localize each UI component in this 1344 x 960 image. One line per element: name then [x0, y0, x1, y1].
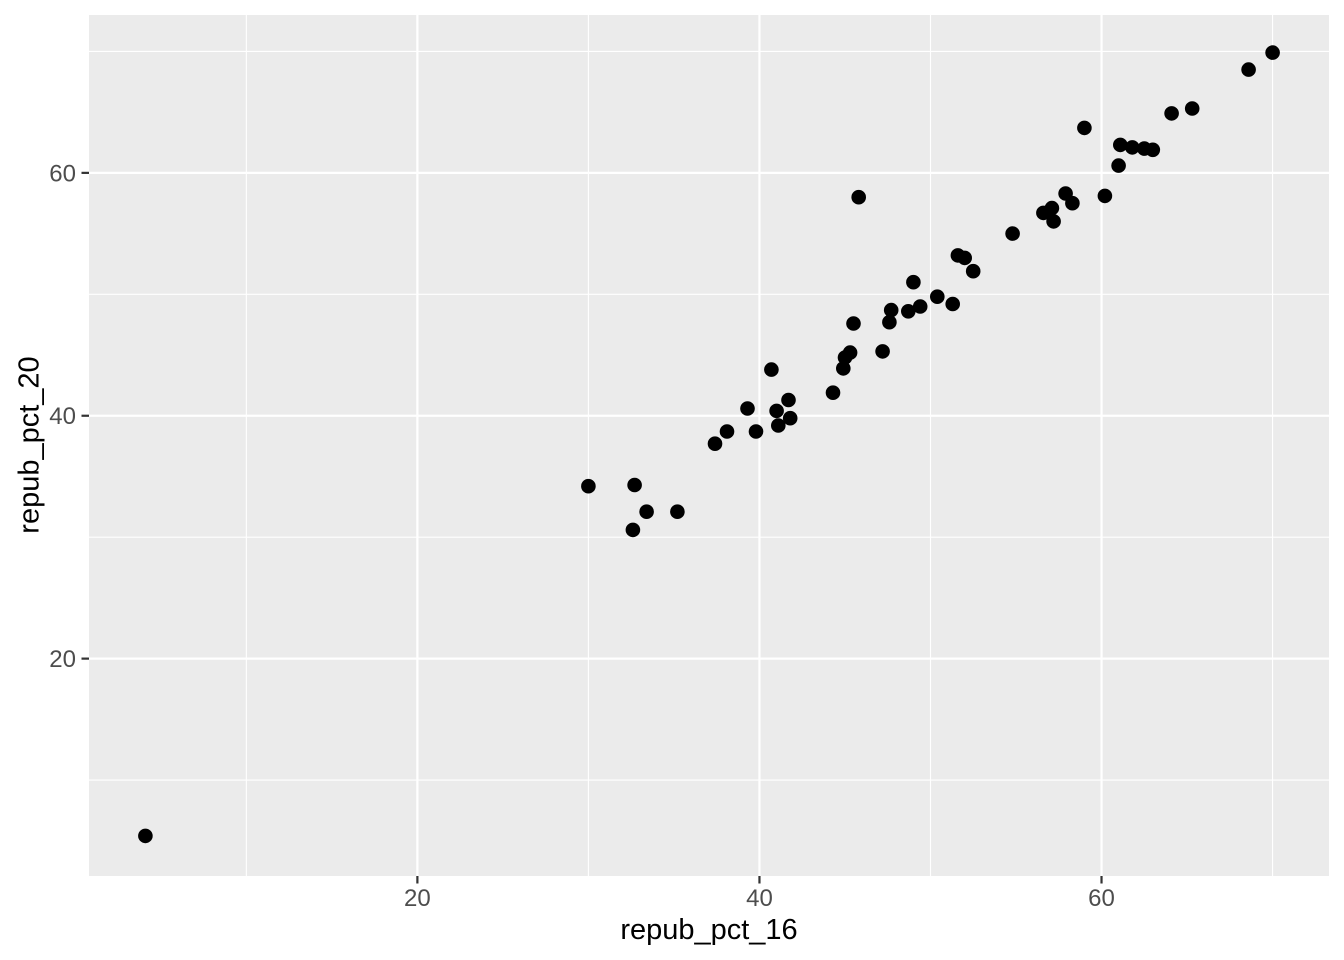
data-point — [782, 410, 798, 426]
data-point — [1164, 106, 1179, 121]
data-point — [965, 263, 981, 279]
data-point — [883, 302, 899, 318]
data-point — [1097, 188, 1113, 204]
y-axis-title: repub_pct_20 — [13, 356, 46, 534]
data-point — [769, 403, 784, 419]
data-point — [912, 299, 928, 314]
data-point — [1005, 226, 1020, 241]
data-point — [639, 504, 654, 519]
data-point — [1265, 45, 1280, 60]
data-point — [1077, 120, 1092, 136]
data-point — [882, 314, 897, 330]
data-point — [851, 189, 866, 205]
data-point — [1145, 142, 1161, 158]
data-point — [945, 296, 960, 312]
data-point — [740, 401, 755, 416]
data-point — [1044, 200, 1060, 216]
data-point — [719, 424, 735, 439]
data-point — [670, 504, 685, 519]
data-point — [138, 828, 153, 844]
data-point — [771, 418, 786, 433]
data-point — [875, 344, 890, 359]
data-point — [1184, 101, 1200, 116]
x-axis-tick-label: 60 — [1088, 885, 1115, 912]
data-point — [957, 250, 972, 266]
data-point — [901, 304, 916, 319]
data-point — [842, 345, 858, 360]
data-point — [825, 385, 841, 401]
data-point — [1065, 195, 1080, 211]
data-point — [1241, 62, 1256, 77]
data-point — [748, 424, 764, 439]
data-point — [846, 316, 861, 331]
data-point — [906, 274, 921, 290]
data-point — [707, 436, 723, 452]
data-point — [781, 392, 796, 408]
data-point — [836, 361, 851, 376]
data-point — [625, 522, 641, 538]
x-axis-title: repub_pct_16 — [620, 914, 798, 946]
x-axis-tick-label: 40 — [746, 885, 773, 912]
data-point — [930, 289, 945, 305]
y-axis-tick-label: 60 — [49, 160, 76, 187]
y-axis-tick-label: 40 — [49, 403, 76, 430]
data-point — [1046, 214, 1061, 229]
x-axis-tick-label: 20 — [404, 885, 431, 912]
data-point — [1113, 137, 1128, 153]
y-axis-tick-label: 20 — [49, 646, 76, 673]
data-point — [627, 477, 642, 493]
data-point — [581, 478, 596, 494]
data-point — [1125, 140, 1140, 155]
data-point — [1111, 158, 1126, 173]
data-point — [764, 362, 779, 377]
